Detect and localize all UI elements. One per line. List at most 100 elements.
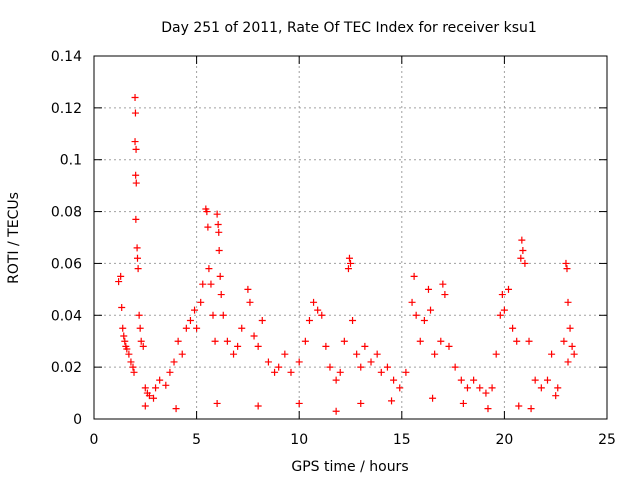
data-point [457, 376, 465, 384]
data-point [408, 298, 416, 306]
data-point [349, 316, 357, 324]
y-axis-label: ROTI / TECUs [6, 192, 22, 284]
data-point [132, 145, 140, 153]
data-point [182, 324, 190, 332]
data-point [344, 265, 352, 273]
data-point [127, 358, 135, 366]
data-point [156, 376, 164, 384]
data-point [310, 298, 318, 306]
data-point [203, 208, 211, 216]
data-point [215, 246, 223, 254]
data-point [130, 368, 138, 376]
data-point [439, 280, 447, 288]
data-point [322, 342, 330, 350]
data-point [564, 298, 572, 306]
data-point [390, 376, 398, 384]
data-point [215, 228, 223, 236]
data-point [205, 265, 213, 273]
x-axis-ticks: 0 5 10 15 20 25 [90, 56, 616, 448]
data-point [145, 392, 153, 400]
data-point [264, 358, 272, 366]
data-point [207, 280, 215, 288]
data-point [118, 304, 126, 312]
data-point [217, 291, 225, 299]
data-point [295, 399, 303, 407]
data-point [451, 363, 459, 371]
data-point [117, 272, 125, 280]
data-point [437, 337, 445, 345]
data-point [519, 246, 527, 254]
y-tick-label: 0.06 [51, 256, 82, 272]
y-tick-label: 0.12 [51, 101, 82, 117]
data-point [445, 342, 453, 350]
data-point [305, 316, 313, 324]
data-point [134, 254, 142, 262]
data-point [131, 109, 139, 117]
data-point [500, 306, 508, 314]
data-point [193, 324, 201, 332]
data-point [131, 138, 139, 146]
data-point [139, 342, 147, 350]
data-point [141, 384, 149, 392]
data-point [115, 278, 123, 286]
data-point [416, 337, 424, 345]
data-point [353, 350, 361, 358]
y-axis-ticks: 0 0.02 0.04 0.06 0.08 0.1 0.12 0.14 [51, 49, 607, 428]
data-point [131, 93, 139, 101]
data-point [219, 311, 227, 319]
data-point [135, 311, 143, 319]
data-point [566, 324, 574, 332]
data-point [178, 350, 186, 358]
data-point [129, 363, 137, 371]
data-point [424, 285, 432, 293]
data-point [482, 389, 490, 397]
data-point [470, 376, 478, 384]
data-point [564, 358, 572, 366]
data-point [518, 236, 526, 244]
data-point [509, 324, 517, 332]
data-point [258, 316, 266, 324]
data-point [548, 350, 556, 358]
y-tick-label: 0 [73, 412, 82, 428]
data-point [431, 350, 439, 358]
data-point [377, 368, 385, 376]
data-point [568, 342, 576, 350]
data-point [367, 358, 375, 366]
data-point [563, 265, 571, 273]
data-point [191, 306, 199, 314]
data-point [527, 405, 535, 413]
data-point [230, 350, 238, 358]
data-point [137, 337, 145, 345]
x-tick-label: 25 [598, 432, 616, 448]
data-point [238, 324, 246, 332]
data-point [246, 298, 254, 306]
data-point [123, 345, 131, 353]
data-point [554, 384, 562, 392]
data-point [521, 259, 529, 267]
data-point [402, 368, 410, 376]
data-point [197, 298, 205, 306]
data-point [562, 259, 570, 267]
data-point [132, 179, 140, 187]
x-tick-label: 10 [290, 432, 308, 448]
y-tick-label: 0.08 [51, 205, 82, 221]
data-point [214, 221, 222, 229]
data-point [133, 244, 141, 252]
data-point [357, 399, 365, 407]
data-point [136, 324, 144, 332]
data-point [326, 363, 334, 371]
data-point [170, 358, 178, 366]
data-point [204, 223, 212, 231]
data-point [120, 332, 128, 340]
data-point [125, 350, 133, 358]
data-point [295, 358, 303, 366]
data-point [531, 376, 539, 384]
data-point [275, 363, 283, 371]
chart-grid [94, 56, 607, 419]
data-point [234, 342, 242, 350]
data-point [174, 337, 182, 345]
data-point [332, 376, 340, 384]
data-point [505, 285, 513, 293]
data-point [152, 384, 160, 392]
